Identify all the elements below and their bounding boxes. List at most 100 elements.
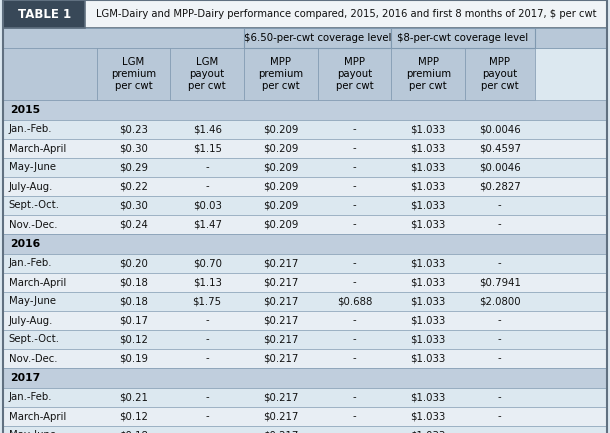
Bar — [392, 28, 534, 48]
Text: -: - — [498, 200, 501, 210]
Text: -: - — [353, 411, 356, 421]
Text: $2.0800: $2.0800 — [479, 297, 520, 307]
Text: $0.209: $0.209 — [263, 125, 298, 135]
Text: $1.033: $1.033 — [411, 392, 446, 403]
Bar — [3, 254, 607, 273]
Text: $0.4597: $0.4597 — [479, 143, 521, 154]
Text: March-April: March-April — [9, 278, 66, 288]
Text: $1.033: $1.033 — [411, 353, 446, 363]
Text: $0.217: $0.217 — [263, 259, 298, 268]
Text: -: - — [353, 259, 356, 268]
Text: -: - — [498, 220, 501, 229]
Text: $0.209: $0.209 — [263, 162, 298, 172]
Text: $0.22: $0.22 — [119, 181, 148, 191]
Text: MPP
premium
per cwt: MPP premium per cwt — [406, 58, 451, 90]
Text: -: - — [353, 200, 356, 210]
Text: $0.18: $0.18 — [119, 430, 148, 433]
Text: $0.217: $0.217 — [263, 297, 298, 307]
Text: $0.30: $0.30 — [119, 143, 148, 154]
Text: $0.217: $0.217 — [263, 430, 298, 433]
Text: March-April: March-April — [9, 143, 66, 154]
Text: Nov.-Dec.: Nov.-Dec. — [9, 220, 57, 229]
Bar — [3, 234, 607, 254]
Bar — [170, 48, 244, 100]
Text: $0.217: $0.217 — [263, 411, 298, 421]
Bar — [3, 196, 607, 215]
Text: $1.47: $1.47 — [193, 220, 221, 229]
Bar — [318, 48, 392, 100]
Text: May-June: May-June — [9, 162, 56, 172]
Text: $0.23: $0.23 — [119, 125, 148, 135]
Text: Sept.-Oct.: Sept.-Oct. — [9, 335, 60, 345]
Text: TABLE 1: TABLE 1 — [18, 7, 71, 20]
Text: Jan.-Feb.: Jan.-Feb. — [9, 392, 52, 403]
Text: -: - — [498, 411, 501, 421]
Text: $0.20: $0.20 — [119, 259, 148, 268]
Text: $0.217: $0.217 — [263, 353, 298, 363]
Bar — [3, 311, 607, 330]
Text: $0.0046: $0.0046 — [479, 125, 521, 135]
Text: -: - — [498, 392, 501, 403]
Text: $1.033: $1.033 — [411, 220, 446, 229]
Text: -: - — [353, 181, 356, 191]
Text: $0.29: $0.29 — [119, 162, 148, 172]
Text: $1.033: $1.033 — [411, 411, 446, 421]
Text: 2015: 2015 — [10, 105, 41, 115]
Bar — [3, 292, 607, 311]
Text: $0.209: $0.209 — [263, 143, 298, 154]
Bar — [3, 177, 607, 196]
Text: $0.688: $0.688 — [337, 297, 372, 307]
Text: $0.209: $0.209 — [263, 220, 298, 229]
Text: 2017: 2017 — [10, 373, 41, 383]
Text: Jan.-Feb.: Jan.-Feb. — [9, 125, 52, 135]
Text: $1.033: $1.033 — [411, 430, 446, 433]
Text: $0.217: $0.217 — [263, 392, 298, 403]
Text: $1.033: $1.033 — [411, 335, 446, 345]
Bar — [244, 48, 318, 100]
Text: -: - — [206, 353, 209, 363]
Text: MPP
payout
per cwt: MPP payout per cwt — [336, 58, 373, 90]
Text: -: - — [206, 430, 209, 433]
Text: $0.18: $0.18 — [119, 278, 148, 288]
Bar — [3, 0, 85, 28]
Text: May-June: May-June — [9, 430, 56, 433]
Text: $1.46: $1.46 — [193, 125, 221, 135]
Text: $0.30: $0.30 — [119, 200, 148, 210]
Text: $1.033: $1.033 — [411, 162, 446, 172]
Text: March-April: March-April — [9, 411, 66, 421]
Bar — [3, 215, 607, 234]
Text: 2016: 2016 — [10, 239, 41, 249]
Text: MPP
payout
per cwt: MPP payout per cwt — [481, 58, 518, 90]
Text: LGM
premium
per cwt: LGM premium per cwt — [111, 58, 156, 90]
Text: $0.19: $0.19 — [119, 353, 148, 363]
Text: $1.033: $1.033 — [411, 297, 446, 307]
Text: $0.7941: $0.7941 — [479, 278, 521, 288]
Bar — [3, 330, 607, 349]
Text: -: - — [353, 316, 356, 326]
Text: -: - — [498, 353, 501, 363]
Text: LGM-Dairy and MPP-Dairy performance compared, 2015, 2016 and first 8 months of 2: LGM-Dairy and MPP-Dairy performance comp… — [96, 9, 597, 19]
Text: -: - — [353, 278, 356, 288]
Bar — [3, 349, 607, 368]
Text: $1.033: $1.033 — [411, 143, 446, 154]
Text: $0.217: $0.217 — [263, 335, 298, 345]
Text: -: - — [353, 162, 356, 172]
Text: July-Aug.: July-Aug. — [9, 316, 53, 326]
Text: $1.033: $1.033 — [411, 316, 446, 326]
Text: $0.24: $0.24 — [119, 220, 148, 229]
Text: $0.0046: $0.0046 — [479, 162, 521, 172]
Text: -: - — [206, 392, 209, 403]
Text: $8-per-cwt coverage level: $8-per-cwt coverage level — [397, 33, 528, 43]
Text: $0.217: $0.217 — [263, 278, 298, 288]
Bar — [465, 48, 534, 100]
Text: Sept.-Oct.: Sept.-Oct. — [9, 200, 60, 210]
Text: -: - — [353, 125, 356, 135]
Bar — [392, 48, 465, 100]
Text: -: - — [206, 411, 209, 421]
Text: -: - — [206, 181, 209, 191]
Text: July-Aug.: July-Aug. — [9, 181, 53, 191]
Text: $1.75: $1.75 — [193, 297, 221, 307]
Text: $1.13: $1.13 — [193, 278, 221, 288]
Text: -: - — [353, 430, 356, 433]
Text: $1.033: $1.033 — [411, 125, 446, 135]
